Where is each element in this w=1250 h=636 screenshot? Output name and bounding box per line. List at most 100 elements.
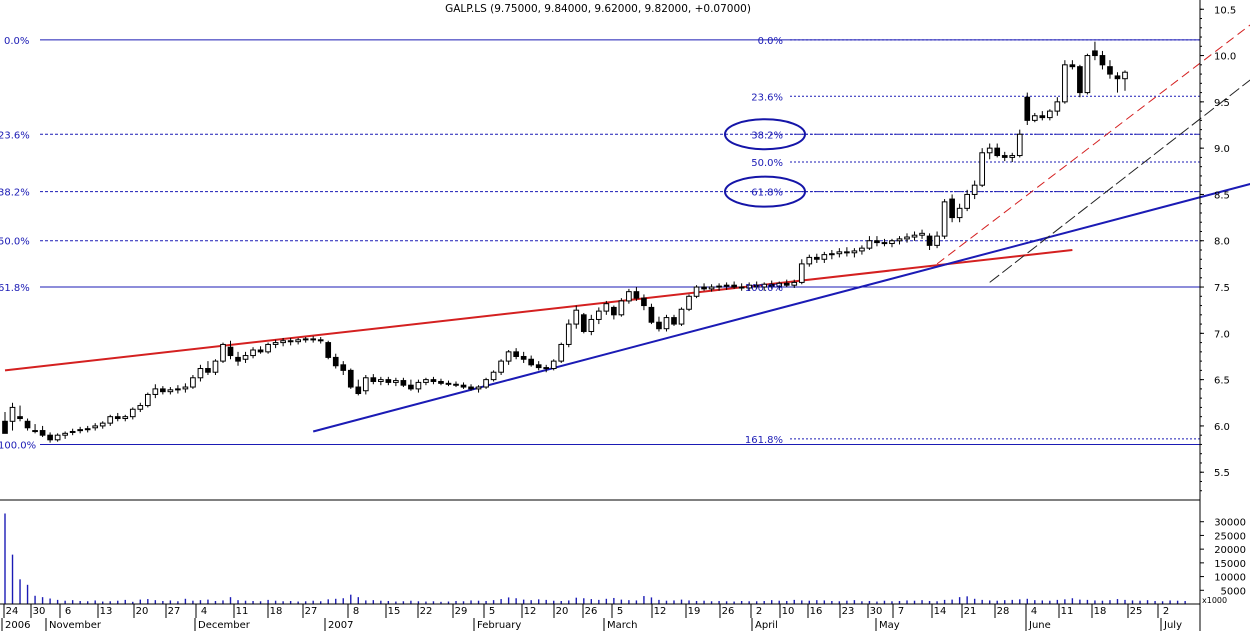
chart-title: GALP.LS (9.75000, 9.84000, 9.62000, 9.82… (445, 3, 751, 15)
candle-body (618, 300, 625, 316)
day-label: 29 (455, 606, 468, 617)
candle-body (47, 434, 53, 441)
month-label: July (1163, 620, 1182, 631)
volume-tick-label: 15000 (1214, 559, 1246, 570)
candle-body (761, 283, 768, 288)
candle-body (408, 384, 414, 390)
price-tick-label: 5.5 (1214, 468, 1230, 479)
candle-body (806, 256, 813, 265)
candle-body (114, 416, 121, 420)
candle-body (663, 317, 670, 330)
day-label: 15 (388, 606, 401, 617)
candle-body (378, 379, 384, 382)
candle-body (535, 364, 542, 369)
price-tick-label: 9.5 (1214, 98, 1230, 109)
volume-tick-label: 20000 (1214, 545, 1246, 556)
day-label: 20 (556, 606, 569, 617)
day-label: 10 (782, 606, 795, 617)
price-tick-label: 7.0 (1214, 329, 1230, 340)
candle-body (1039, 115, 1046, 119)
candle-body (490, 371, 497, 381)
day-label: 27 (305, 606, 318, 617)
candle-body (129, 408, 136, 418)
candle-body (588, 318, 595, 332)
candle-body (1009, 155, 1016, 158)
candle-body (235, 356, 241, 362)
candle-body (257, 349, 264, 353)
month-label: December (198, 620, 251, 631)
day-label: 26 (585, 606, 598, 617)
candle-body (175, 388, 181, 391)
candle-body (641, 297, 647, 307)
candle-body (2, 420, 8, 434)
candle-body (520, 355, 527, 360)
candle-body (866, 240, 873, 249)
candle-body (227, 346, 234, 357)
candle-body (197, 368, 204, 379)
candle-body (753, 284, 760, 288)
volume-tick-label: 25000 (1214, 531, 1246, 542)
candle-body (565, 323, 572, 345)
price-tick-label: 10.0 (1214, 52, 1236, 63)
candle-body (220, 343, 226, 362)
candle-body (332, 356, 339, 367)
fib-left-label: 38.2% (0, 188, 30, 199)
candle-body (971, 184, 978, 195)
candle-body (859, 247, 865, 252)
fib-left-label: 50.0% (0, 237, 30, 248)
day-label: 24 (6, 606, 19, 617)
fib-left-label: 23.6% (0, 130, 30, 141)
candle-body (701, 286, 707, 290)
candle-body (475, 386, 482, 390)
candle-body (528, 358, 535, 366)
candle-body (716, 285, 722, 288)
candle-body (851, 250, 858, 254)
candle-body (1092, 50, 1098, 57)
candle-body (212, 360, 219, 373)
candle-body (829, 253, 835, 256)
candle-body (919, 232, 925, 236)
price-tick-label: 6.5 (1214, 376, 1230, 387)
day-label: 5 (617, 606, 623, 617)
candle-body (904, 236, 910, 240)
candle-body (325, 342, 332, 358)
month-label: March (607, 620, 637, 631)
price-tick-label: 6.0 (1214, 422, 1230, 433)
candlesticks (2, 41, 1128, 443)
day-label: 14 (934, 606, 947, 617)
candle-body (355, 386, 362, 395)
candle-body (272, 342, 279, 345)
candle-body (1001, 155, 1008, 158)
candle-body (881, 242, 888, 245)
candle-body (686, 295, 692, 310)
candle-body (964, 193, 970, 209)
fib-left-label: 0.0% (4, 36, 29, 47)
candle-body (370, 377, 377, 382)
candle-body (1084, 55, 1091, 94)
candle-body (122, 416, 129, 420)
candle-body (1069, 64, 1076, 68)
month-label: June (1028, 620, 1051, 631)
price-tick-label: 7.5 (1214, 283, 1230, 294)
fib-right-label: 50.0% (751, 158, 783, 169)
candle-body (791, 281, 798, 286)
candle-body (911, 234, 918, 238)
candle-body (611, 306, 617, 316)
day-label: 4 (1031, 606, 1037, 617)
day-label: 2 (756, 606, 762, 617)
candle-body (1122, 71, 1128, 80)
day-label: 28 (997, 606, 1010, 617)
chart-labels: GALP.LS (9.75000, 9.84000, 9.62000, 9.82… (0, 3, 1246, 631)
candle-body (595, 310, 602, 320)
candle-body (813, 256, 820, 260)
candle-body (69, 430, 76, 433)
candle-body (190, 377, 196, 388)
candle-body (934, 235, 940, 246)
candle-body (573, 309, 580, 325)
fib-right-label: 161.8% (745, 435, 783, 446)
volume-tick-label: 5000 (1221, 586, 1246, 597)
candle-body (723, 284, 730, 287)
candle-body (250, 349, 256, 357)
candle-body (656, 321, 662, 330)
